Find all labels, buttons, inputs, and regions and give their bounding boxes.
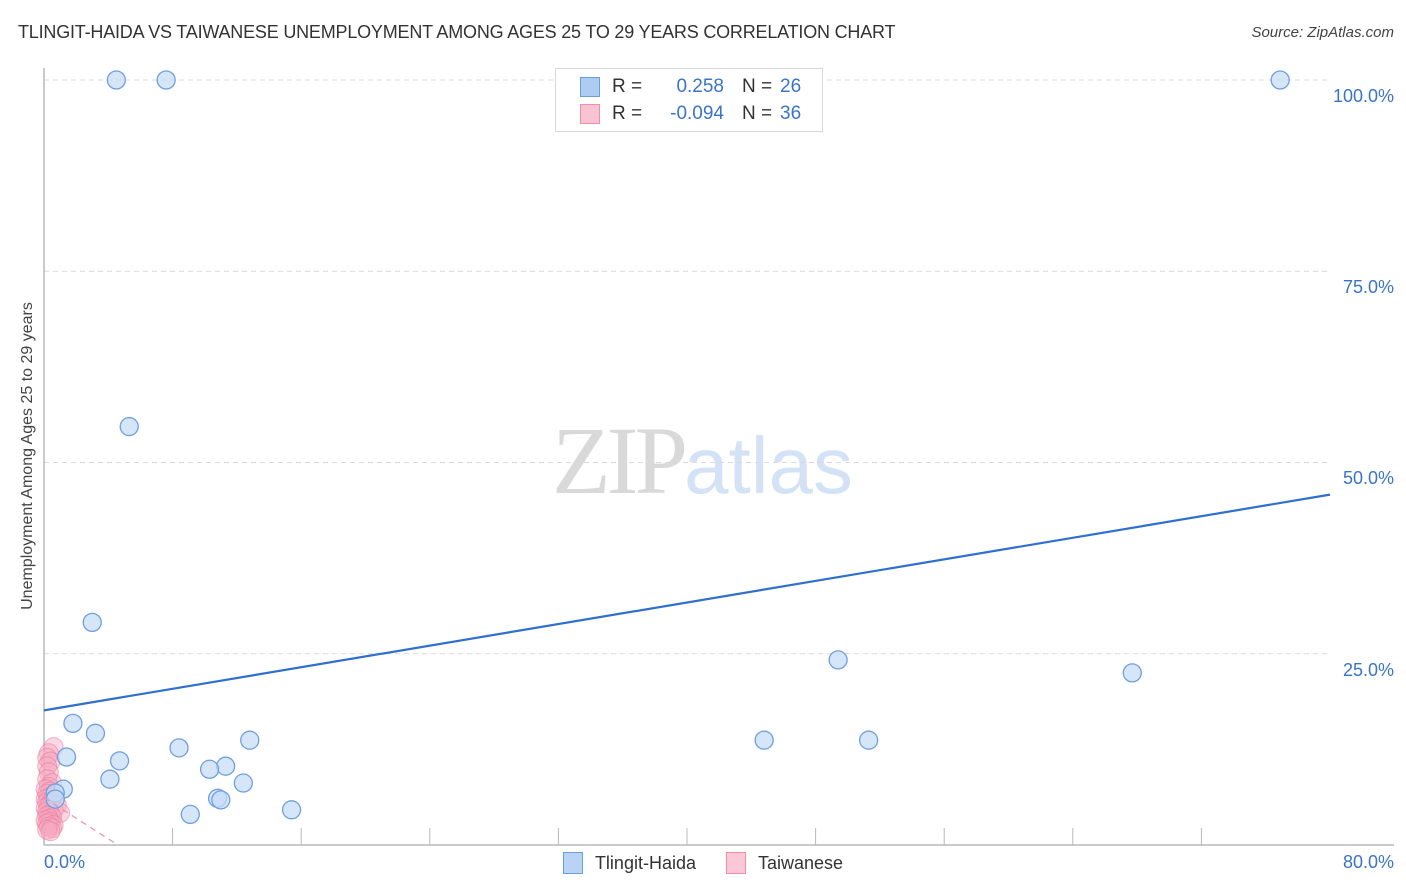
legend-row-taiwanese: R = -0.094 N = 36 bbox=[580, 102, 801, 126]
gridlines bbox=[44, 79, 1330, 655]
tlingit-haida-point[interactable] bbox=[85, 723, 106, 743]
tlingit-haida-point[interactable] bbox=[1122, 663, 1142, 683]
tlingit-haida-point[interactable] bbox=[169, 738, 189, 758]
tlingit-haida-point[interactable] bbox=[180, 804, 200, 825]
n-value: 26 bbox=[780, 76, 802, 97]
tlingit-haida-point[interactable] bbox=[100, 769, 120, 789]
tlingit-haida-swatch bbox=[580, 77, 600, 97]
watermark: ZIPatlas bbox=[552, 405, 853, 516]
tlingit-haida-trendline bbox=[43, 493, 1331, 712]
watermark-zip: ZIP bbox=[552, 407, 688, 514]
r-value: -0.094 bbox=[670, 103, 724, 124]
x-tick-min: 0.0% bbox=[44, 852, 86, 872]
legend-label: Taiwanese bbox=[757, 852, 844, 873]
watermark-atlas: atlas bbox=[684, 421, 853, 510]
tlingit-haida-point[interactable] bbox=[240, 730, 260, 750]
r-label: R = bbox=[612, 76, 643, 97]
tlingit-haida-point[interactable] bbox=[211, 790, 231, 810]
taiwanese-point[interactable] bbox=[40, 821, 61, 842]
n-value: 36 bbox=[780, 103, 802, 124]
tlingit-haida-point[interactable] bbox=[858, 730, 879, 750]
chart-title: TLINGIT-HAIDA VS TAIWANESE UNEMPLOYMENT … bbox=[18, 22, 896, 42]
tlingit-haida-point[interactable] bbox=[828, 650, 848, 670]
tlingit-haida-points bbox=[45, 70, 1290, 825]
r-label: R = bbox=[612, 103, 643, 124]
tlingit-haida-point[interactable] bbox=[109, 751, 130, 771]
r-value: 0.258 bbox=[676, 76, 724, 97]
n-label: N = bbox=[742, 103, 773, 124]
source-label: Source: ZipAtlas.com bbox=[1251, 24, 1394, 41]
n-label: N = bbox=[742, 76, 773, 97]
tlingit-haida-point[interactable] bbox=[82, 612, 102, 633]
tlingit-haida-point[interactable] bbox=[106, 70, 126, 90]
tlingit-haida-point[interactable] bbox=[233, 773, 253, 793]
x-tick-max: 80.0% bbox=[1342, 852, 1394, 872]
taiwanese-swatch bbox=[725, 852, 746, 874]
correlation-legend: R = 0.258 N = 26 R = -0.094 N = 36 bbox=[555, 68, 823, 132]
taiwanese-point[interactable] bbox=[37, 747, 58, 768]
axes bbox=[43, 68, 1394, 846]
taiwanese-swatch bbox=[580, 104, 600, 124]
taiwanese-point[interactable] bbox=[37, 819, 58, 840]
y-tick-50: 50.0% bbox=[1342, 468, 1394, 488]
tlingit-haida-point[interactable] bbox=[119, 416, 139, 437]
tlingit-haida-point[interactable] bbox=[281, 800, 302, 820]
legend-item-taiwanese[interactable]: Taiwanese bbox=[725, 852, 844, 874]
legend-item-tlingit-haida[interactable]: Tlingit-Haida bbox=[562, 852, 696, 874]
y-tick-100: 100.0% bbox=[1332, 86, 1394, 106]
legend-label: Tlingit-Haida bbox=[594, 852, 696, 873]
trendlines bbox=[43, 493, 1331, 846]
tlingit-haida-point[interactable] bbox=[1270, 70, 1290, 90]
tlingit-haida-point[interactable] bbox=[63, 713, 83, 734]
tlingit-haida-point[interactable] bbox=[199, 759, 220, 779]
legend-row-tlingit-haida: R = 0.258 N = 26 bbox=[580, 75, 801, 99]
series-legend: Tlingit-Haida Taiwanese bbox=[0, 852, 1406, 874]
tlingit-haida-point[interactable] bbox=[215, 756, 236, 776]
tlingit-haida-point[interactable] bbox=[754, 730, 774, 750]
tlingit-haida-point[interactable] bbox=[56, 747, 77, 767]
y-tick-75: 75.0% bbox=[1342, 277, 1394, 297]
tlingit-haida-point[interactable] bbox=[156, 70, 176, 90]
tlingit-haida-swatch bbox=[562, 852, 583, 874]
y-tick-25: 25.0% bbox=[1342, 660, 1394, 680]
taiwanese-trendline bbox=[43, 797, 119, 846]
